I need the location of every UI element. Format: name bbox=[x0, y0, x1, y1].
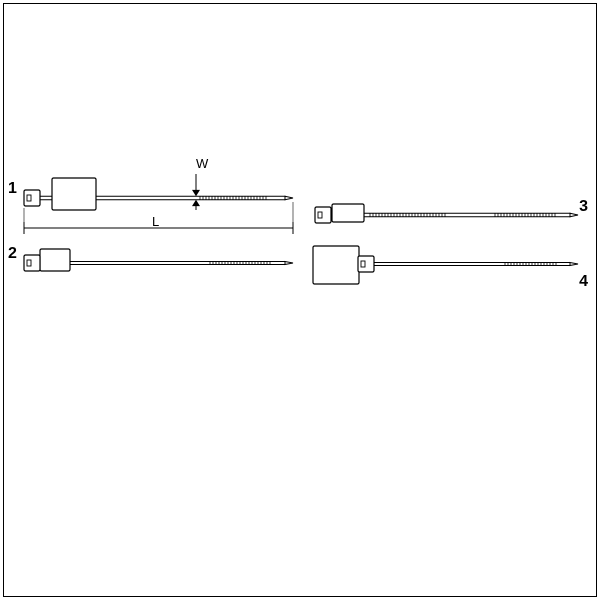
diagram-svg bbox=[0, 0, 600, 600]
dimension-label-L: L bbox=[152, 214, 159, 229]
callout-1: 1 bbox=[8, 180, 17, 198]
callout-2: 2 bbox=[8, 245, 17, 263]
callout-4: 4 bbox=[579, 273, 588, 291]
dimension-label-W: W bbox=[196, 156, 208, 171]
callout-3: 3 bbox=[579, 198, 588, 216]
